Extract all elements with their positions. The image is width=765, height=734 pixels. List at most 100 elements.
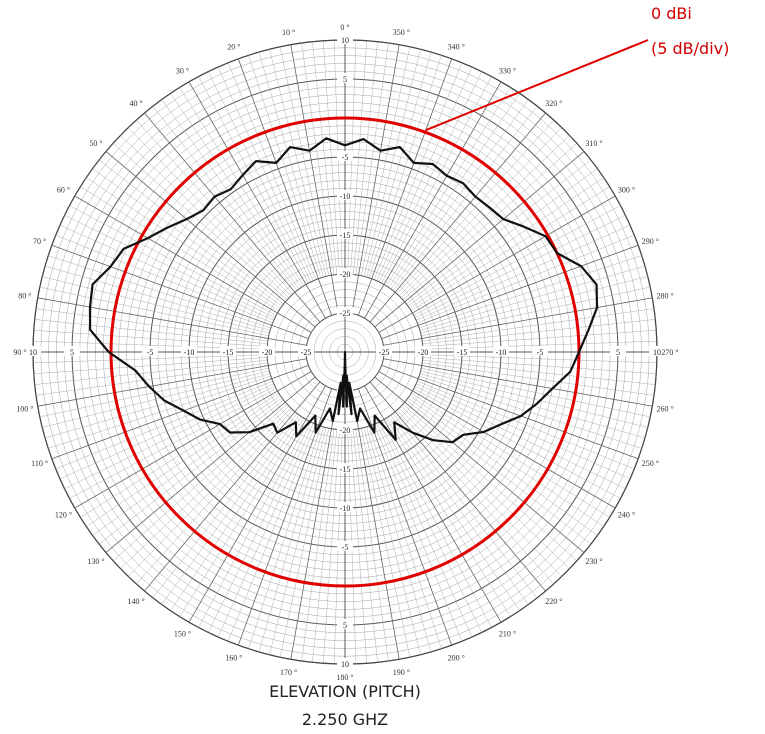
ring-label-bg	[337, 424, 353, 434]
grid-spoke-minor	[392, 413, 538, 598]
ring-label-bg	[337, 502, 353, 512]
grid-spoke-minor	[419, 375, 642, 449]
grid-spoke-minor	[136, 119, 293, 295]
grid-spoke-minor	[413, 205, 621, 316]
ring-label-bg	[337, 619, 353, 629]
angle-label: 300 °	[618, 186, 635, 195]
grid-spoke-major	[290, 44, 339, 314]
grid-spoke-minor	[422, 362, 654, 396]
grid-spoke-minor	[352, 41, 378, 275]
grid-spoke-major	[37, 358, 307, 407]
grid-spoke-minor	[33, 357, 268, 374]
grid-spoke-minor	[400, 406, 570, 569]
ring-label: -10	[340, 504, 351, 513]
grid-spoke-minor	[386, 418, 511, 617]
grid-spoke-minor	[92, 168, 283, 307]
grid-spoke-major	[364, 385, 502, 623]
grid-spoke-minor	[279, 428, 330, 658]
reference-pointer-line	[425, 39, 649, 132]
grid-spoke-minor	[363, 427, 421, 655]
grid-spoke-minor	[390, 99, 529, 290]
grid-spoke-minor	[360, 46, 411, 276]
grid-spoke-major	[369, 112, 546, 323]
angle-label: 330 °	[499, 67, 516, 76]
ring-label: -10	[340, 192, 351, 201]
grid-spoke-major	[357, 58, 453, 316]
grid-spoke-minor	[376, 423, 473, 638]
grid-spoke-minor	[352, 429, 378, 663]
angle-label: 50 °	[89, 139, 102, 148]
grid-spoke-minor	[422, 357, 657, 374]
grid-spoke-major	[144, 112, 321, 323]
grid-spoke-minor	[409, 395, 604, 527]
ring-label: -20	[262, 348, 273, 357]
ring-label-bg	[454, 346, 470, 356]
ring-label-bg	[25, 346, 41, 356]
grid-spoke-major	[188, 385, 326, 623]
grid-spoke-minor	[258, 52, 324, 278]
grid-spoke-minor	[350, 40, 367, 275]
ring-label-bg	[337, 385, 353, 395]
angle-label: 190 °	[393, 668, 410, 677]
grid-spoke-major	[351, 44, 400, 314]
angle-label: 200 °	[448, 653, 465, 662]
chart-caption: ELEVATION (PITCH) 2.250 GHZ	[0, 678, 690, 734]
ring-label: 5	[343, 621, 347, 630]
grid-spoke-major	[374, 151, 585, 328]
angle-label: 350 °	[393, 28, 410, 37]
grid-spoke-minor	[170, 93, 302, 288]
ring-label-bg	[376, 346, 392, 356]
angle-label: 220 °	[545, 597, 562, 606]
grid-spoke-major	[144, 381, 321, 592]
grid-spoke-minor	[45, 373, 271, 439]
grid-spoke-minor	[69, 205, 277, 316]
grid-spoke-minor	[99, 399, 284, 545]
grid-spoke-minor	[419, 255, 642, 329]
grid-spoke-minor	[399, 407, 562, 577]
grid-spoke-minor	[208, 422, 312, 633]
angle-label: 290 °	[642, 237, 659, 246]
grid-spoke-minor	[59, 383, 274, 480]
angle-labels: 0 °10 °20 °30 °40 °50 °60 °70 °80 °90 °1…	[13, 23, 678, 682]
grid-spoke-minor	[407, 168, 598, 307]
grid-spoke-major	[290, 390, 339, 660]
grid-spoke-major	[381, 244, 639, 340]
ring-label: -25	[340, 309, 351, 318]
angle-label: 30 °	[176, 67, 189, 76]
grid-spoke-minor	[92, 397, 283, 536]
grid-spoke-minor	[248, 55, 322, 278]
grid-spoke-minor	[397, 119, 554, 295]
ring-label: -15	[223, 348, 234, 357]
angle-label: 0 °	[340, 23, 349, 32]
ring-label-bg	[649, 346, 665, 356]
grid-spoke-major	[188, 81, 326, 319]
grid-spoke-major	[237, 58, 333, 316]
grid-spoke-minor	[128, 407, 291, 577]
grid-spoke-major	[369, 381, 546, 592]
grid-spoke-minor	[374, 62, 463, 280]
grid-spoke-minor	[360, 428, 411, 658]
grid-spoke-major	[378, 371, 616, 509]
ring-label: -5	[147, 348, 154, 357]
grid-spoke-minor	[376, 66, 473, 281]
grid-spoke-minor	[422, 359, 656, 385]
ring-label: 10	[341, 36, 349, 45]
grid-spoke-minor	[59, 224, 274, 321]
ring-label-bg	[220, 346, 236, 356]
ring-label-bg	[532, 346, 548, 356]
grid-spoke-minor	[80, 393, 279, 518]
grid-spoke-minor	[411, 186, 610, 311]
grid-spoke-minor	[409, 177, 604, 309]
grid-spoke-minor	[179, 418, 304, 617]
grid-spoke-minor	[36, 308, 268, 342]
grid-spoke-major	[74, 195, 312, 333]
grid-spoke-minor	[34, 319, 268, 345]
grid-spoke-minor	[416, 224, 631, 321]
grid-spoke-minor	[323, 40, 340, 275]
grid-spoke-minor	[208, 71, 312, 282]
grid-spoke-major	[105, 151, 316, 328]
angle-label: 140 °	[127, 597, 144, 606]
ring-label-bg	[493, 346, 509, 356]
grid-spoke-minor	[301, 429, 335, 661]
